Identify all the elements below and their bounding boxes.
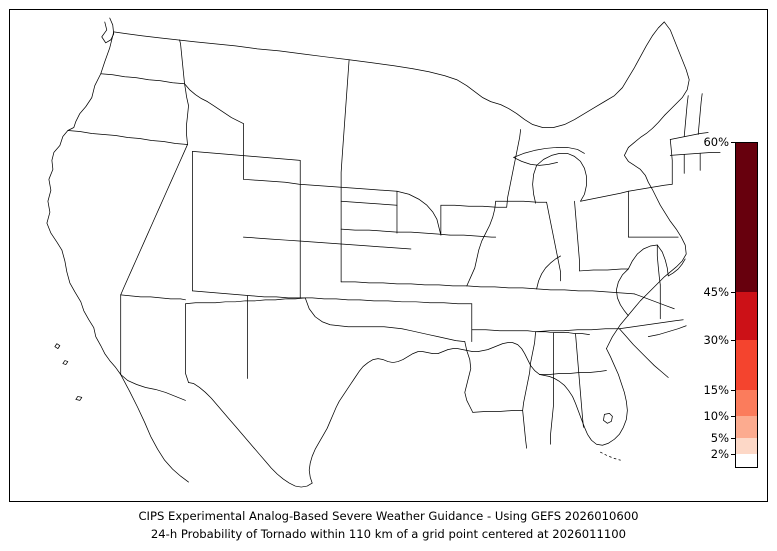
colorbar-tick-mark <box>731 454 735 455</box>
colorbar-tick-mark <box>731 438 735 439</box>
colorbar-tick-label: 5% <box>710 431 729 445</box>
colorbar-band <box>735 292 758 340</box>
probability-colorbar[interactable]: 2% 5% 10% 15% 30% 45% 60% <box>703 135 758 468</box>
caption-line-2: 24-h Probability of Tornado within 110 k… <box>150 526 627 541</box>
colorbar-band <box>735 340 758 390</box>
colorbar-band <box>735 438 758 454</box>
colorbar-tick-mark <box>731 340 735 341</box>
colorbar-gradient <box>735 142 758 468</box>
colorbar-tick-label: 10% <box>703 409 729 423</box>
colorbar-tick-label: 15% <box>703 383 729 397</box>
colorbar-tick-mark <box>731 390 735 391</box>
colorbar-band <box>735 142 758 292</box>
caption-line-1: CIPS Experimental Analog-Based Severe We… <box>138 509 639 523</box>
colorbar-band <box>735 390 758 416</box>
colorbar-band <box>735 416 758 438</box>
colorbar-tick-label: 45% <box>703 285 729 299</box>
conus-map-outlines <box>46 17 721 488</box>
colorbar-tick-mark <box>731 142 735 143</box>
colorbar-tick-label: 30% <box>703 333 729 347</box>
colorbar-tick-mark <box>731 292 735 293</box>
figure-caption: CIPS Experimental Analog-Based Severe We… <box>0 508 777 543</box>
colorbar-tick-mark <box>731 416 735 417</box>
colorbar-tick-label: 2% <box>710 447 729 461</box>
conus-map-axes[interactable] <box>9 9 768 502</box>
colorbar-band <box>735 454 758 468</box>
colorbar-tick-label: 60% <box>703 135 729 149</box>
